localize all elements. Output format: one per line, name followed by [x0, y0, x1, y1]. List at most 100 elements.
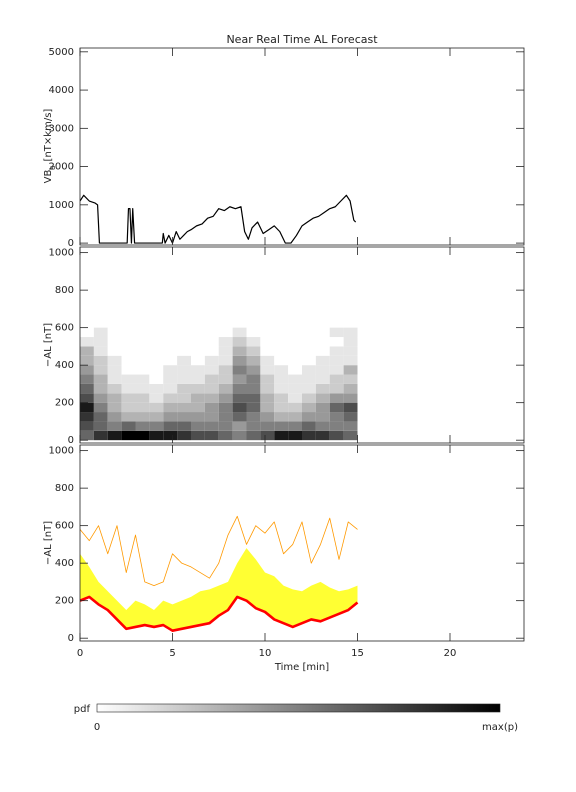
- heat-cell: [274, 355, 289, 366]
- heat-cell: [343, 355, 358, 366]
- heat-cell: [232, 355, 247, 366]
- heat-cell: [135, 421, 150, 431]
- heat-cell: [80, 430, 94, 441]
- heat-cell: [232, 374, 247, 384]
- series-line: [80, 515, 358, 587]
- heat-cell: [177, 412, 191, 422]
- heat-cell: [107, 374, 122, 384]
- heat-cell: [232, 430, 247, 441]
- y-axis-label: −AL [nT]: [43, 323, 54, 367]
- y-tick-label: 1000: [49, 200, 74, 211]
- band-area: [80, 548, 358, 631]
- heat-cell: [274, 365, 289, 375]
- heat-cell: [93, 327, 108, 338]
- heat-cell: [288, 393, 302, 403]
- heat-cell: [302, 393, 316, 403]
- heat-cell: [302, 355, 316, 366]
- heat-cell: [191, 337, 205, 347]
- heat-cell: [232, 346, 247, 356]
- heat-cell: [302, 421, 316, 431]
- x-axis-label: Time [min]: [274, 662, 329, 673]
- heat-cell: [260, 374, 275, 384]
- heat-cell: [149, 402, 164, 413]
- heat-cell: [302, 430, 316, 441]
- heat-cell: [121, 430, 136, 441]
- heat-cell: [218, 327, 233, 338]
- heat-cell: [191, 365, 205, 375]
- heat-cell: [163, 346, 178, 356]
- heat-cell: [260, 412, 275, 422]
- y-tick-label: 800: [55, 285, 74, 296]
- heat-cell: [191, 412, 205, 422]
- heat-cell: [149, 337, 164, 347]
- heat-cell: [191, 383, 205, 394]
- heat-cell: [121, 327, 136, 338]
- heat-cell: [204, 327, 219, 338]
- heat-cell: [163, 402, 178, 413]
- heat-cell: [163, 374, 178, 384]
- heat-cell: [80, 337, 94, 347]
- heat-cell: [204, 337, 219, 347]
- heat-cell: [343, 365, 358, 375]
- y-tick-label: 2000: [49, 162, 74, 173]
- heat-cell: [177, 346, 191, 356]
- heat-cell: [204, 355, 219, 366]
- heat-cell: [246, 412, 261, 422]
- heat-cell: [177, 327, 191, 338]
- y-label-sub: s: [48, 165, 57, 169]
- heat-cell: [274, 374, 289, 384]
- heat-cell: [315, 346, 330, 356]
- heat-cell: [121, 393, 136, 403]
- heat-cell: [329, 346, 344, 356]
- heat-cell: [149, 327, 164, 338]
- heat-cell: [329, 383, 344, 394]
- heat-cell: [149, 430, 164, 441]
- heat-cell: [93, 421, 108, 431]
- heat-cell: [329, 355, 344, 366]
- heat-cell: [93, 402, 108, 413]
- heat-cell: [302, 346, 316, 356]
- heat-cell: [107, 355, 122, 366]
- heat-cell: [177, 421, 191, 431]
- heat-cell: [163, 383, 178, 394]
- heat-cell: [274, 412, 289, 422]
- heat-cell: [163, 412, 178, 422]
- heat-cell: [260, 421, 275, 431]
- heat-cell: [149, 412, 164, 422]
- heat-cell: [80, 346, 94, 356]
- heat-cell: [315, 393, 330, 403]
- heat-cell: [121, 346, 136, 356]
- heat-cell: [260, 355, 275, 366]
- heat-cell: [302, 327, 316, 338]
- heat-cell: [274, 421, 289, 431]
- heat-cell: [302, 365, 316, 375]
- heat-cell: [191, 402, 205, 413]
- heat-cell: [135, 402, 150, 413]
- heat-cell: [274, 337, 289, 347]
- heat-cell: [260, 393, 275, 403]
- heat-cell: [204, 365, 219, 375]
- heat-cell: [302, 412, 316, 422]
- heat-cell: [80, 383, 94, 394]
- heat-cell: [218, 346, 233, 356]
- heat-cell: [135, 337, 150, 347]
- heat-cell: [329, 430, 344, 441]
- heat-cell: [246, 393, 261, 403]
- series-line: [80, 595, 359, 632]
- heat-cell: [107, 421, 122, 431]
- heat-cell: [80, 355, 94, 366]
- heat-cell: [288, 383, 302, 394]
- heat-cell: [232, 383, 247, 394]
- heat-cell: [246, 346, 261, 356]
- heat-cell: [107, 337, 122, 347]
- y-axis-label: −AL [nT]: [43, 521, 54, 565]
- y-label-unit: [nT×km/s]: [43, 109, 54, 162]
- y-tick-label: 600: [55, 323, 74, 334]
- heat-cell: [274, 430, 289, 441]
- heat-cell: [177, 430, 191, 441]
- heat-cell: [177, 355, 191, 366]
- heat-cell: [260, 383, 275, 394]
- panel-frame: [79, 246, 525, 444]
- heat-cell: [93, 337, 108, 347]
